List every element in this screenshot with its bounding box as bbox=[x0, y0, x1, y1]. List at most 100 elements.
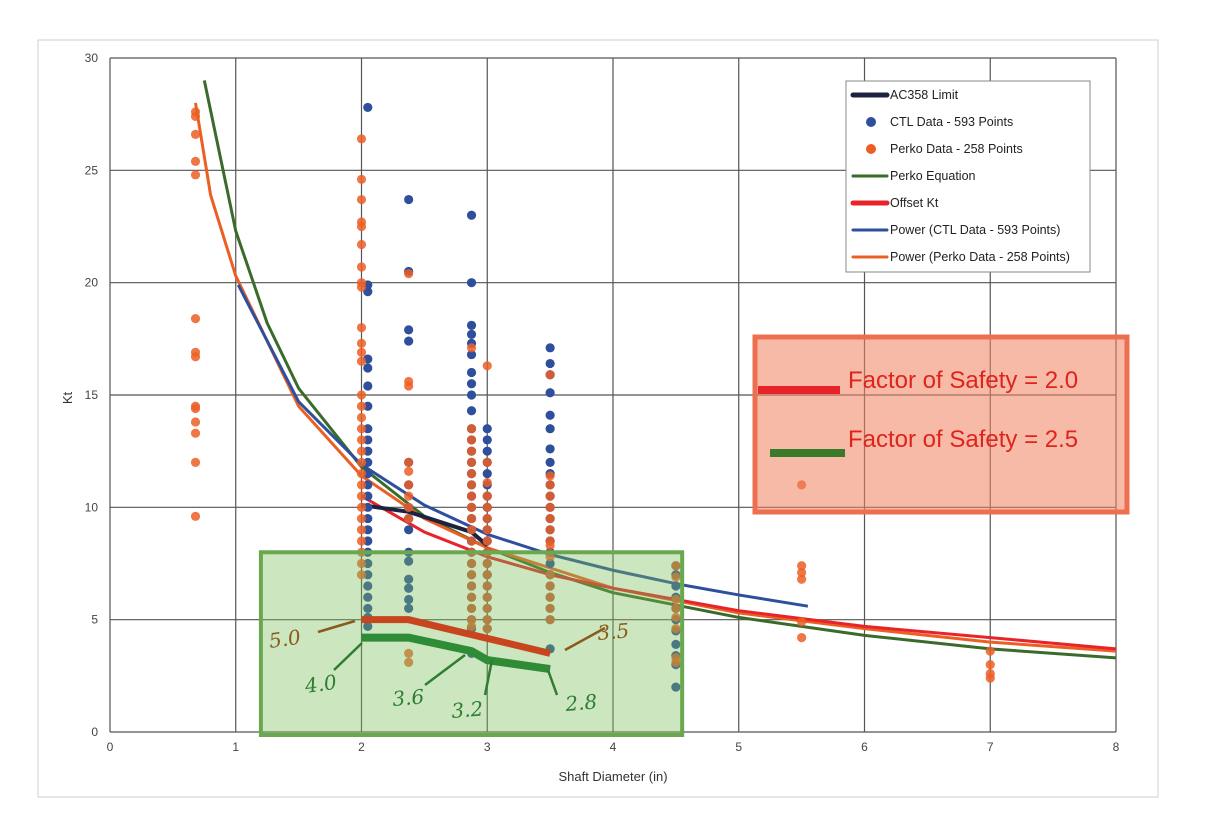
perko-data-point bbox=[356, 134, 367, 144]
ctl-data-point bbox=[363, 621, 373, 632]
perko-data-point bbox=[466, 581, 477, 591]
perko-data-point bbox=[545, 581, 555, 591]
perko-data-point bbox=[482, 624, 492, 634]
perko-data-point bbox=[404, 269, 414, 279]
perko-data-point bbox=[482, 603, 492, 614]
perko-data-point bbox=[671, 657, 681, 667]
perko-data-point bbox=[404, 502, 414, 512]
y-tick-label: 15 bbox=[85, 388, 99, 402]
perko-data-point bbox=[545, 592, 555, 602]
perko-data-point bbox=[466, 536, 477, 546]
perko-data-point bbox=[482, 570, 492, 580]
perko-data-point bbox=[190, 111, 201, 122]
x-tick-label: 0 bbox=[107, 740, 114, 754]
perko-data-point bbox=[482, 525, 492, 535]
y-tick-label: 0 bbox=[91, 725, 98, 739]
perko-data-point bbox=[356, 457, 367, 467]
perko-data-point bbox=[671, 594, 681, 605]
handwritten-label: 5.0 bbox=[267, 625, 302, 653]
perko-data-point bbox=[356, 412, 367, 423]
ctl-data-point bbox=[482, 469, 492, 479]
perko-data-point bbox=[356, 469, 367, 479]
perko-data-point bbox=[356, 435, 367, 445]
perko-data-point bbox=[545, 540, 555, 551]
ctl-data-point bbox=[363, 480, 373, 490]
ctl-data-point bbox=[545, 558, 555, 569]
ctl-data-point bbox=[404, 603, 414, 614]
perko-data-point bbox=[545, 502, 555, 512]
perko-data-point bbox=[466, 558, 477, 569]
perko-data-point bbox=[356, 282, 367, 292]
perko-data-point bbox=[356, 570, 367, 580]
ctl-data-point bbox=[404, 594, 414, 605]
ctl-data-point bbox=[482, 424, 492, 434]
series-line-power-ctl-data-593-points- bbox=[236, 284, 809, 608]
ctl-data-point bbox=[404, 325, 414, 335]
ctl-data-point bbox=[363, 363, 373, 373]
legend-item-label: AC358 Limit bbox=[890, 88, 959, 102]
perko-data-point bbox=[190, 428, 201, 438]
ctl-data-point bbox=[545, 388, 555, 398]
ctl-data-point bbox=[466, 406, 477, 416]
green-region-box bbox=[258, 550, 685, 737]
legend-item-label: Perko Equation bbox=[890, 169, 976, 183]
perko-data-point bbox=[466, 457, 477, 467]
perko-data-point bbox=[404, 513, 414, 524]
ctl-data-point bbox=[404, 525, 414, 535]
perko-data-point bbox=[356, 356, 367, 366]
perko-data-point bbox=[671, 561, 681, 571]
perko-data-point bbox=[466, 513, 477, 524]
series-line-offset-kt bbox=[360, 494, 1117, 651]
y-tick-label: 25 bbox=[85, 163, 99, 177]
x-tick-label: 4 bbox=[610, 740, 617, 754]
perko-data-point bbox=[466, 592, 477, 602]
ctl-data-point bbox=[545, 457, 555, 467]
x-tick-label: 6 bbox=[861, 740, 868, 754]
series-line-power-perko-data-258-points- bbox=[194, 102, 1117, 653]
ctl-data-point bbox=[363, 424, 373, 434]
perko-data-point bbox=[356, 480, 367, 490]
perko-data-point bbox=[190, 156, 201, 166]
legend-item-label: CTL Data - 593 Points bbox=[890, 115, 1013, 129]
ctl-data-point bbox=[671, 581, 681, 591]
fs-2-5-label: Factor of Safety = 2.5 bbox=[848, 426, 1078, 453]
perko-data-point bbox=[466, 343, 477, 353]
legend-item-label: Power (Perko Data - 258 Points) bbox=[890, 250, 1070, 264]
annotation-arrow bbox=[546, 669, 559, 696]
perko-data-point bbox=[545, 570, 555, 580]
perko-data-point bbox=[482, 491, 492, 501]
ctl-data-point bbox=[363, 381, 373, 391]
perko-data-point bbox=[482, 457, 492, 467]
perko-data-point bbox=[671, 603, 681, 614]
perko-data-point bbox=[466, 615, 477, 625]
legend-item-label: Power (CTL Data - 593 Points) bbox=[890, 223, 1060, 237]
perko-data-point bbox=[985, 646, 995, 656]
ctl-data-point bbox=[466, 379, 477, 389]
perko-data-point bbox=[190, 403, 201, 414]
y-tick-label: 30 bbox=[85, 51, 99, 65]
ctl-data-point bbox=[466, 320, 477, 330]
annotations: 5.04.0 3.6 3.2 2.8 3.5 Factor of Safety = 2.0… bbox=[258, 334, 1130, 737]
fs-2-0-line bbox=[361, 616, 551, 657]
perko-data-point bbox=[797, 633, 807, 643]
perko-data-point bbox=[190, 511, 201, 521]
ctl-data-point bbox=[363, 502, 373, 512]
perko-data-point bbox=[545, 552, 555, 562]
y-tick-label: 10 bbox=[85, 500, 99, 514]
perko-data-point bbox=[482, 558, 492, 569]
perko-data-point bbox=[356, 221, 367, 232]
perko-data-point bbox=[404, 648, 414, 658]
legend-swatch-marker bbox=[866, 117, 876, 127]
ctl-data-point bbox=[363, 446, 373, 456]
y-axis-label: Kt bbox=[60, 391, 75, 404]
ctl-data-point bbox=[466, 210, 477, 220]
ctl-data-point bbox=[545, 343, 555, 353]
ctl-data-point bbox=[466, 390, 477, 400]
perko-data-point bbox=[671, 624, 681, 634]
perko-data-point bbox=[545, 491, 555, 501]
perko-data-point bbox=[466, 570, 477, 580]
fs-2-5-line bbox=[361, 633, 551, 674]
ctl-data-point bbox=[671, 639, 681, 649]
perko-data-point bbox=[356, 536, 367, 546]
